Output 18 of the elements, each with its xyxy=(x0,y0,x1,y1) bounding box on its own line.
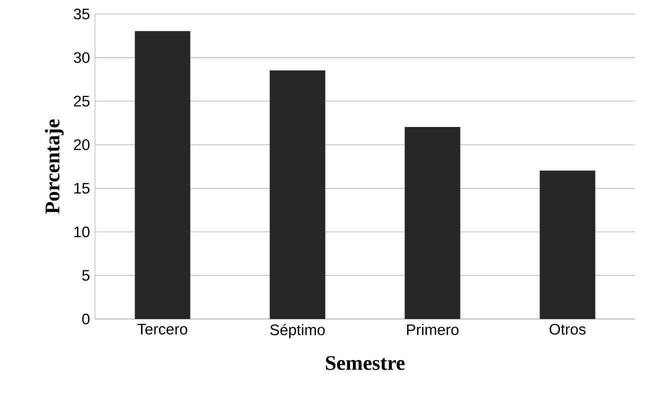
y-tick-label: 5 xyxy=(82,270,90,281)
y-axis-title: Porcentaje xyxy=(44,119,64,214)
x-tick-label: Tercero xyxy=(137,324,188,335)
bar xyxy=(404,127,460,319)
x-tick-label: Séptimo xyxy=(270,324,325,338)
y-tick-label: 15 xyxy=(74,182,90,194)
bar xyxy=(134,31,190,319)
y-tick-label: 30 xyxy=(74,52,90,63)
x-axis-title: Semestre xyxy=(326,356,405,370)
y-tick-label: 20 xyxy=(74,139,90,150)
x-tick-label: Otros xyxy=(550,324,586,335)
y-tick-label: 0 xyxy=(82,314,90,324)
bar xyxy=(270,70,326,319)
y-tick-label: 10 xyxy=(74,226,90,238)
bar xyxy=(540,170,596,319)
y-tick-label: 35 xyxy=(74,8,90,20)
x-tick-label: Primero xyxy=(407,324,458,336)
y-tick-label: 25 xyxy=(74,96,90,107)
